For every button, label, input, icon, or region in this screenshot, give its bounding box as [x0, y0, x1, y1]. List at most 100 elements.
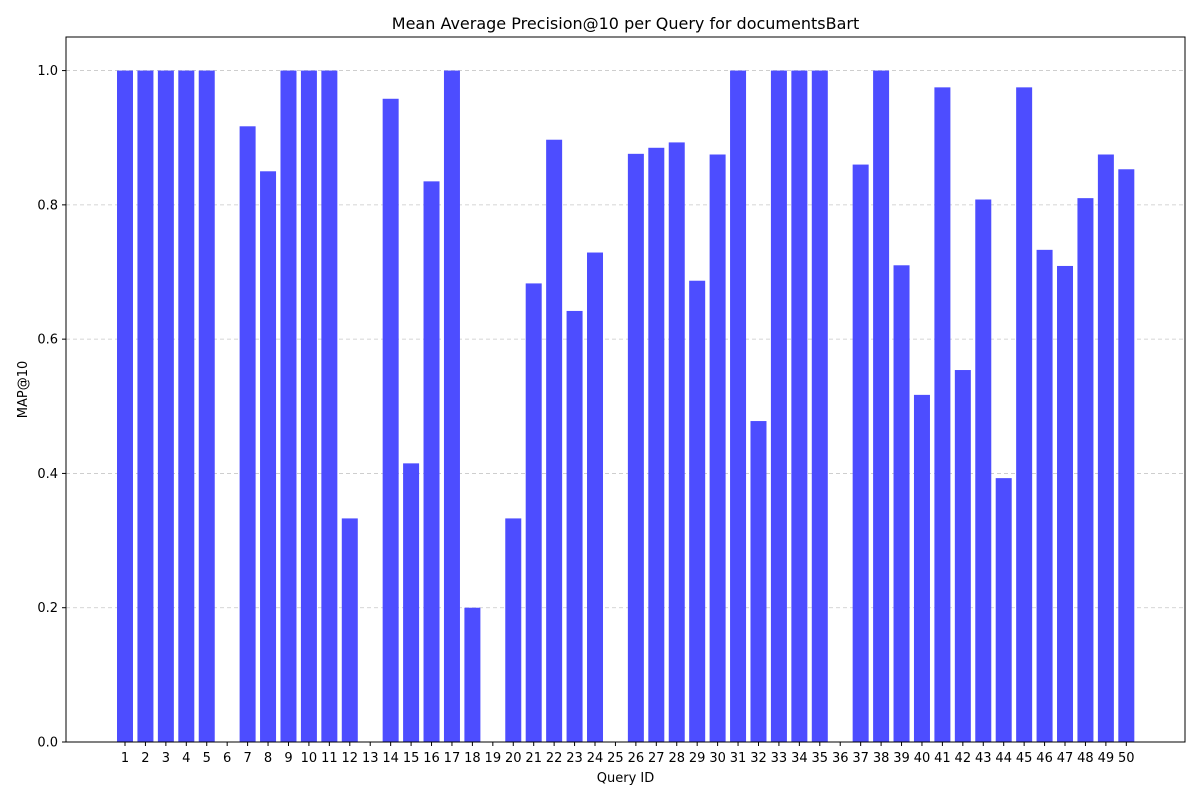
bar-query-44 — [995, 478, 1012, 742]
x-tick-label: 45 — [1016, 751, 1033, 766]
x-tick-label: 37 — [852, 751, 869, 766]
bar-query-24 — [587, 252, 604, 742]
bar-query-39 — [893, 265, 910, 742]
x-tick-label: 8 — [264, 751, 272, 766]
x-tick-label: 43 — [975, 751, 992, 766]
bar-query-21 — [525, 283, 542, 742]
bar-query-2 — [137, 70, 154, 743]
bar-query-40 — [913, 394, 930, 742]
x-tick-label: 33 — [771, 751, 788, 766]
bar-query-30 — [709, 154, 726, 742]
x-tick-label: 15 — [403, 751, 420, 766]
y-tick-label: 0.4 — [37, 467, 58, 482]
x-axis: 1 2 3 4 5 6 7 8 9 10 11 12 13 14 15 16 17 18 19 20 21 22 23 24 2… — [121, 742, 1135, 766]
x-tick-label: 35 — [812, 751, 829, 766]
bar-query-15 — [403, 463, 420, 742]
x-tick-label: 9 — [284, 751, 292, 766]
bar-query-10 — [300, 70, 317, 743]
x-tick-label: 28 — [668, 751, 685, 766]
x-axis-label: Query ID — [597, 771, 654, 786]
y-axis-label: MAP@10 — [16, 361, 31, 419]
bar-query-37 — [852, 164, 869, 743]
bar-query-9 — [280, 70, 297, 743]
x-tick-label: 1 — [121, 751, 129, 766]
x-tick-label: 23 — [566, 751, 583, 766]
x-tick-label: 14 — [382, 751, 399, 766]
y-tick-label: 0.6 — [37, 333, 58, 348]
x-tick-label: 29 — [689, 751, 706, 766]
x-tick-label: 24 — [587, 751, 604, 766]
plot-frame — [65, 36, 1186, 743]
bar-query-29 — [689, 280, 706, 742]
x-tick-label: 21 — [525, 751, 542, 766]
x-tick-label: 11 — [321, 751, 338, 766]
bar-query-34 — [791, 70, 808, 743]
x-tick-label: 49 — [1098, 751, 1115, 766]
bars-group — [117, 70, 1135, 743]
x-tick-label: 10 — [301, 751, 318, 766]
x-tick-label: 40 — [914, 751, 931, 766]
x-tick-label: 22 — [546, 751, 563, 766]
bar-query-17 — [443, 70, 460, 743]
x-tick-label: 39 — [893, 751, 910, 766]
x-tick-label: 48 — [1077, 751, 1094, 766]
bar-query-47 — [1057, 265, 1074, 742]
y-axis: 0.0 0.2 0.4 0.6 0.8 1.0 — [37, 64, 66, 751]
bar-query-48 — [1077, 198, 1094, 743]
x-tick-label: 47 — [1057, 751, 1074, 766]
x-tick-label: 27 — [648, 751, 665, 766]
y-tick-label: 0.0 — [37, 736, 58, 751]
bar-query-32 — [750, 421, 767, 742]
x-tick-label: 46 — [1036, 751, 1053, 766]
bar-query-22 — [546, 139, 563, 742]
x-tick-label: 30 — [709, 751, 726, 766]
y-tick-label: 1.0 — [37, 64, 58, 79]
x-tick-label: 17 — [444, 751, 461, 766]
x-tick-label: 25 — [607, 751, 624, 766]
bar-query-4 — [178, 70, 195, 743]
bar-query-7 — [239, 126, 256, 743]
x-tick-label: 18 — [464, 751, 481, 766]
bar-query-33 — [770, 70, 787, 743]
chart-title: Mean Average Precision@10 per Query for … — [392, 14, 859, 33]
x-tick-label: 2 — [141, 751, 149, 766]
x-tick-label: 6 — [223, 751, 231, 766]
x-tick-label: 13 — [362, 751, 379, 766]
bar-query-50 — [1118, 169, 1135, 742]
x-tick-label: 44 — [995, 751, 1012, 766]
bar-query-46 — [1036, 249, 1053, 743]
bar-query-31 — [730, 70, 747, 743]
x-tick-label: 34 — [791, 751, 808, 766]
bar-query-11 — [321, 70, 338, 743]
bar-query-12 — [341, 518, 358, 742]
x-tick-label: 42 — [955, 751, 972, 766]
bar-query-8 — [260, 171, 277, 743]
bar-query-1 — [117, 70, 133, 743]
y-tick-label: 0.2 — [37, 601, 58, 616]
bar-query-49 — [1097, 154, 1114, 742]
bar-query-28 — [668, 142, 685, 742]
y-tick-label: 0.8 — [37, 198, 58, 213]
x-tick-label: 5 — [203, 751, 211, 766]
x-tick-label: 26 — [628, 751, 645, 766]
x-tick-label: 38 — [873, 751, 890, 766]
x-tick-label: 12 — [342, 751, 359, 766]
x-tick-label: 32 — [750, 751, 767, 766]
bar-query-42 — [954, 370, 971, 742]
bar-query-3 — [157, 70, 174, 743]
x-tick-label: 20 — [505, 751, 522, 766]
x-tick-label: 41 — [934, 751, 951, 766]
bar-query-14 — [382, 98, 399, 743]
x-tick-label: 4 — [182, 751, 190, 766]
bar-query-18 — [464, 607, 481, 742]
bar-query-27 — [648, 147, 665, 743]
x-tick-label: 7 — [243, 751, 251, 766]
bar-query-43 — [975, 199, 992, 742]
x-tick-label: 19 — [485, 751, 502, 766]
bar-query-23 — [566, 310, 583, 742]
x-tick-label: 50 — [1118, 751, 1135, 766]
bar-query-45 — [1016, 87, 1033, 743]
x-tick-label: 16 — [423, 751, 440, 766]
bar-query-41 — [934, 87, 951, 743]
